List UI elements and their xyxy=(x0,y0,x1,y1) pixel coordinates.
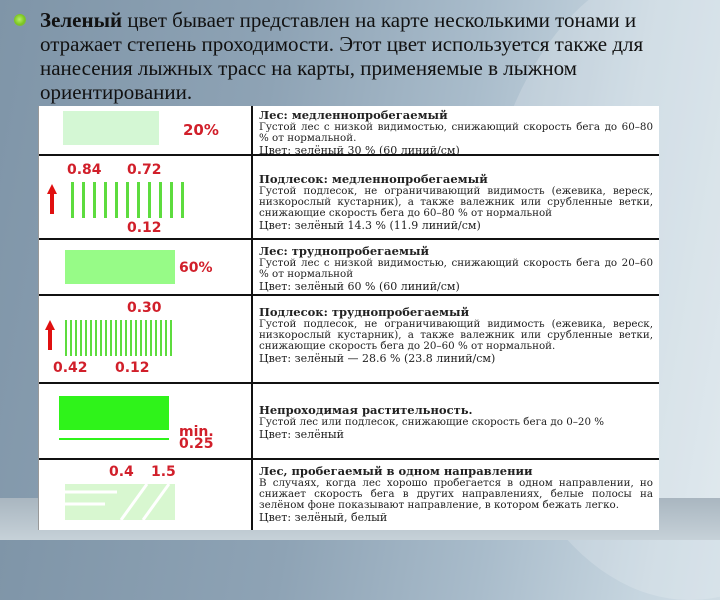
row-body: Густой лес с низкой видимостью, снижающи… xyxy=(259,257,653,280)
up-arrow-icon xyxy=(47,184,57,214)
legend-row-slow-forest: 20% Лес: медленнопробегаемый Густой лес … xyxy=(39,106,659,158)
row-title: Лес, пробегаемый в одном направлении xyxy=(259,464,533,478)
row-title: Лес: медленнопробегаемый xyxy=(259,108,448,122)
row-body: Густой лес или подлесок, снижающие скоро… xyxy=(259,416,605,428)
bullet-icon xyxy=(14,14,26,26)
spacing-label: 0.4 xyxy=(109,464,134,480)
green-20-swatch xyxy=(63,111,159,145)
row-body: Густой подлесок, не ограничивающий видим… xyxy=(259,185,653,219)
row-title: Непроходимая растительность. xyxy=(259,403,473,417)
row-body: Густой подлесок, не ограничивающий видим… xyxy=(259,318,653,352)
min-label: min. xyxy=(179,424,214,440)
symbol-cell: 0.4 1.5 xyxy=(39,460,253,530)
description-cell: Лес: медленнопробегаемый Густой лес с ни… xyxy=(253,106,659,158)
row-title: Подлесок: медленнопробегаемый xyxy=(259,172,488,186)
intro-text: цвет бывает представлен на карте несколь… xyxy=(40,8,644,104)
row-body: В случаях, когда лес хорошо пробегается … xyxy=(259,477,653,511)
description-cell: Подлесок: труднопробегаемый Густой подле… xyxy=(253,296,659,382)
legend-row-impassable: min. 0.25 Непроходимая растительность. Г… xyxy=(39,384,659,460)
legend-table: 20% Лес: медленнопробегаемый Густой лес … xyxy=(38,106,659,530)
description-cell: Подлесок: медленнопробегаемый Густой под… xyxy=(253,156,659,238)
width-label: 0.12 xyxy=(115,360,150,376)
row-body: Густой лес с низкой видимостью, снижающи… xyxy=(259,121,653,144)
legend-row-hard-forest: 60% Лес: труднопробегаемый Густой лес с … xyxy=(39,240,659,296)
width-label: 1.5 xyxy=(151,464,176,480)
row-color: Цвет: зелёный 30 % (60 линий/см) xyxy=(259,144,460,157)
stripe-pattern xyxy=(65,320,175,356)
symbol-cell: 20% xyxy=(39,106,253,154)
intro-bold-word: Зеленый xyxy=(40,8,123,32)
spacing-label: 0.30 xyxy=(127,300,162,316)
legend-row-hard-undergrowth: 0.30 xyxy=(39,296,659,384)
legend-row-slow-undergrowth: 0.84 0.72 0.12 Подлесок: медленнопробега… xyxy=(39,156,659,240)
description-cell: Лес: труднопробегаемый Густой лес с низк… xyxy=(253,240,659,294)
spacing-label: 0.84 xyxy=(67,162,102,178)
stripe-pattern xyxy=(71,182,192,218)
description-cell: Лес, пробегаемый в одном направлении В с… xyxy=(253,460,659,530)
min-width-label: 0.25 xyxy=(179,436,214,452)
symbol-cell: 0.84 0.72 0.12 xyxy=(39,156,253,238)
green-100-swatch xyxy=(59,396,169,430)
row-color: Цвет: зелёный xyxy=(259,428,345,441)
symbol-cell: 0.30 xyxy=(39,296,253,382)
symbol-cell: 60% xyxy=(39,240,253,294)
spacing-label: 0.42 xyxy=(53,360,88,376)
diagonal-stripe-pattern xyxy=(65,484,175,520)
row-title: Лес: труднопробегаемый xyxy=(259,244,429,258)
min-width-line xyxy=(59,438,169,440)
row-color: Цвет: зелёный — 28.6 % (23.8 линий/см) xyxy=(259,352,496,365)
spacing-label: 0.72 xyxy=(127,162,162,178)
intro-paragraph: Зеленый цвет бывает представлен на карте… xyxy=(14,8,694,104)
description-cell: Непроходимая растительность. Густой лес … xyxy=(253,384,659,458)
percent-label: 20% xyxy=(183,121,219,139)
width-label: 0.12 xyxy=(127,220,162,236)
percent-label: 60% xyxy=(179,260,213,276)
row-color: Цвет: зелёный 14.3 % (11.9 линий/см) xyxy=(259,219,481,232)
row-color: Цвет: зелёный 60 % (60 линий/см) xyxy=(259,280,460,293)
row-title: Подлесок: труднопробегаемый xyxy=(259,305,470,319)
legend-row-one-direction: 0.4 1.5 Лес, пробегаемый в одном направл… xyxy=(39,460,659,530)
symbol-cell: min. 0.25 xyxy=(39,384,253,458)
row-color: Цвет: зелёный, белый xyxy=(259,511,388,524)
green-60-swatch xyxy=(65,250,175,284)
up-arrow-icon xyxy=(45,320,55,350)
